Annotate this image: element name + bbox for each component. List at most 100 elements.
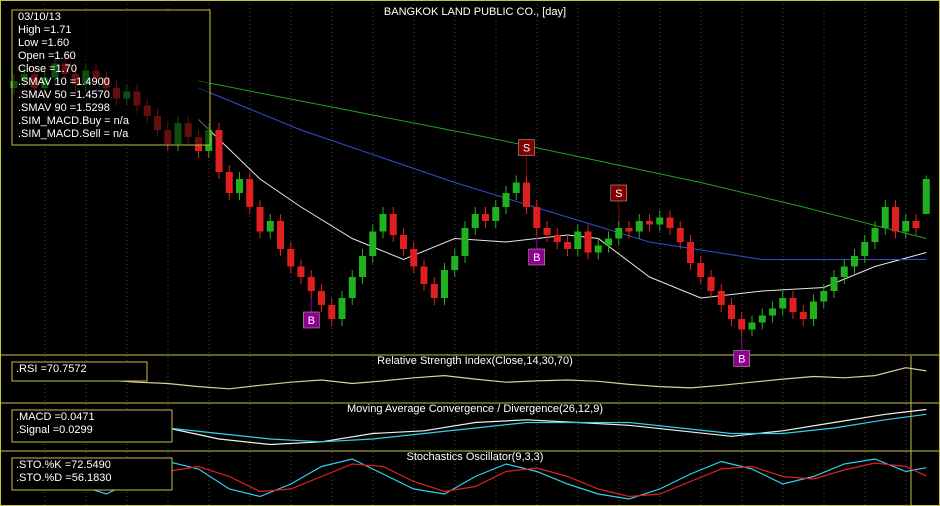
candle-body [451,256,459,270]
candle-body [769,308,776,316]
legend-entry: .STO.%K =72.5490 [16,459,111,471]
candle-body [912,221,920,228]
candle-body [297,266,305,277]
candle-body [799,312,807,319]
candle-body [318,291,325,305]
moving-average-line [198,80,927,239]
candle-body [697,263,705,277]
candle-body [461,228,469,256]
candle-body [512,182,520,193]
candle-body [646,221,653,225]
candle-body [871,228,879,242]
candle-body [482,214,489,221]
candle-body [625,228,633,232]
candle-body [359,256,366,277]
candle-body [389,214,397,235]
candle-body [830,277,838,291]
legend-box [11,361,148,382]
legend-entry: .RSI =70.7572 [16,363,87,375]
chart-title: BANGKOK LAND PUBLIC CO., [day] [384,6,566,18]
info-line: .SIM_MACD.Buy = n/a [18,115,130,127]
candle-body [605,238,612,246]
signal-label: S [523,142,530,154]
signal-label: S [615,188,622,200]
candle-body [738,319,746,330]
candle-body [789,298,797,312]
signal-box [303,311,320,329]
candle-body [851,256,858,267]
candle-body [287,249,295,267]
info-line: Low =1.60 [18,37,69,49]
info-line: Open =1.60 [18,50,76,62]
candle-body [246,179,254,207]
candle-body [564,242,571,249]
candle-body [748,322,756,330]
candle-body [410,249,418,267]
candle-body [758,315,766,323]
legend-entry: .STO.%D =56.1830 [16,472,112,484]
candle-body [236,179,243,193]
candle-body [420,266,428,284]
info-line: .SMAV 50 =1.4570 [18,89,110,101]
candle-body [656,217,664,225]
info-line: .SMAV 10 =1.4900 [18,76,110,88]
candle-body [543,228,551,235]
candle-body [594,245,602,253]
info-line: .SMAV 90 =1.5298 [18,102,110,114]
legend-entry: .Signal =0.0299 [16,424,93,436]
candle-body [348,277,356,298]
panel-title: Relative Strength Index(Close,14,30,70) [377,355,573,367]
candle-body [707,277,715,291]
candle-body [820,291,828,302]
candle-body [533,207,541,228]
candle-body [728,305,735,319]
info-box [11,9,211,146]
signal-box [610,184,627,202]
moving-average-line [198,119,927,299]
candle-body [779,298,787,309]
candle-body [922,179,930,214]
candle-body [810,301,817,319]
info-line: 03/10/13 [18,11,61,23]
legend-entry: .MACD =0.0471 [16,411,95,423]
candle-body [861,242,869,256]
candle-body [225,172,233,193]
candle-body [574,231,582,249]
candle-body [717,291,725,305]
candle-body [635,221,643,232]
signal-box [518,139,535,156]
candle-body [471,214,479,228]
indicator-line [167,413,927,443]
candle-body [266,221,274,232]
legend-box [11,457,173,491]
candle-body [902,221,910,232]
candle-body [584,231,592,253]
signal-box [528,248,545,266]
candle-body [892,207,899,232]
candle-body [338,298,346,319]
panel-title: Moving Average Convergence / Divergence(… [347,403,603,415]
signal-label: B [308,315,315,327]
candle-body [256,207,264,232]
candle-body [881,207,889,228]
candle-body [676,228,684,242]
candle-body [502,193,510,207]
candle-body [328,305,336,319]
candle-body [307,277,315,291]
candle-body [840,266,848,277]
candle-body [379,214,387,232]
info-line: High =1.71 [18,24,72,36]
candle-body [523,182,530,207]
signal-label: B [533,252,540,264]
signal-label: B [738,353,745,365]
candle-body [430,284,438,298]
candle-body [666,217,674,228]
candle-body [277,221,284,249]
info-line: Close =1.70 [18,63,77,75]
signal-box [733,350,750,367]
candle-body [615,228,623,239]
candle-body [687,242,694,263]
indicator-line [13,367,927,390]
